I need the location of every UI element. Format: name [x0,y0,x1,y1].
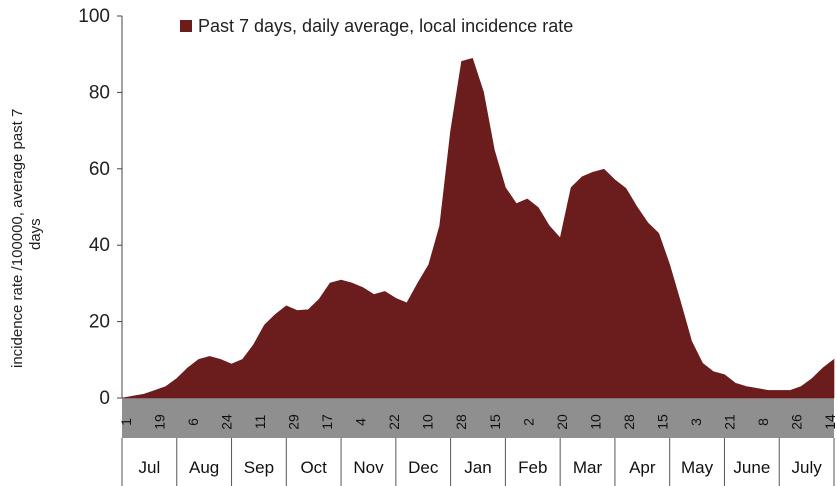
x-month-label: Feb [518,458,547,477]
y-tick-label: 60 [89,159,110,180]
x-month-label: Jul [139,458,161,477]
x-day-label: 28 [453,414,469,430]
x-month-label: Sep [244,458,274,477]
x-day-label: 2 [520,418,536,426]
y-tick-label: 100 [78,6,110,27]
x-month-label: Aug [189,458,219,477]
series-area-path [121,58,835,399]
x-day-label: 22 [386,414,402,430]
y-tick-label: 80 [89,82,110,103]
x-month-label: Apr [629,458,656,477]
y-axis-title-line1: incidence rate /100000, average past 7 [9,109,26,368]
x-month-label: May [681,458,714,477]
x-day-label: 4 [353,418,369,426]
x-month-label: Oct [300,458,327,477]
x-axis-day-labels: 1 19 6 24 11 29 17 4 22 10 28 15 2 20 10 28 15 3 21 8 26 14 [118,414,837,430]
x-day-label: 26 [789,414,805,430]
x-month-label: Dec [408,458,439,477]
x-day-label: 19 [152,414,168,430]
x-day-label: 28 [621,414,637,430]
x-day-label: 17 [319,414,335,430]
x-month-label: Nov [353,458,384,477]
x-day-label: 10 [420,414,436,430]
legend-label: Past 7 days, daily average, local incide… [198,16,573,36]
x-month-label: July [791,458,822,477]
y-tick-label: 20 [89,312,110,333]
x-day-label: 15 [487,414,503,430]
y-tick-label: 0 [99,388,110,409]
x-day-label: 21 [721,414,737,430]
x-day-label: 24 [219,414,235,430]
x-day-label: 15 [654,414,670,430]
x-month-label: June [733,458,770,477]
x-day-label: 3 [688,418,704,426]
x-month-label: Mar [573,458,603,477]
x-day-label: 6 [185,418,201,426]
x-axis-month-labels: Jul Aug Sep Oct Nov Dec Jan Feb Mar Apr May June Jul… [121,438,835,486]
x-day-label: 1 [118,418,134,426]
x-day-label: 29 [286,414,302,430]
x-day-label: 8 [755,418,771,426]
series-area [121,58,835,399]
y-axis: 0 20 40 60 80 100 [78,6,122,409]
y-tick-label: 40 [89,235,110,256]
x-day-label: 14 [822,414,837,430]
legend: Past 7 days, daily average, local incide… [180,16,573,36]
x-month-label: Jan [464,458,491,477]
legend-swatch [180,20,192,32]
y-axis-title-line2: days [27,218,44,250]
x-day-label: 10 [587,414,603,430]
x-day-label: 20 [554,414,570,430]
x-axis-date-band [122,398,834,438]
x-day-label: 11 [252,415,268,430]
